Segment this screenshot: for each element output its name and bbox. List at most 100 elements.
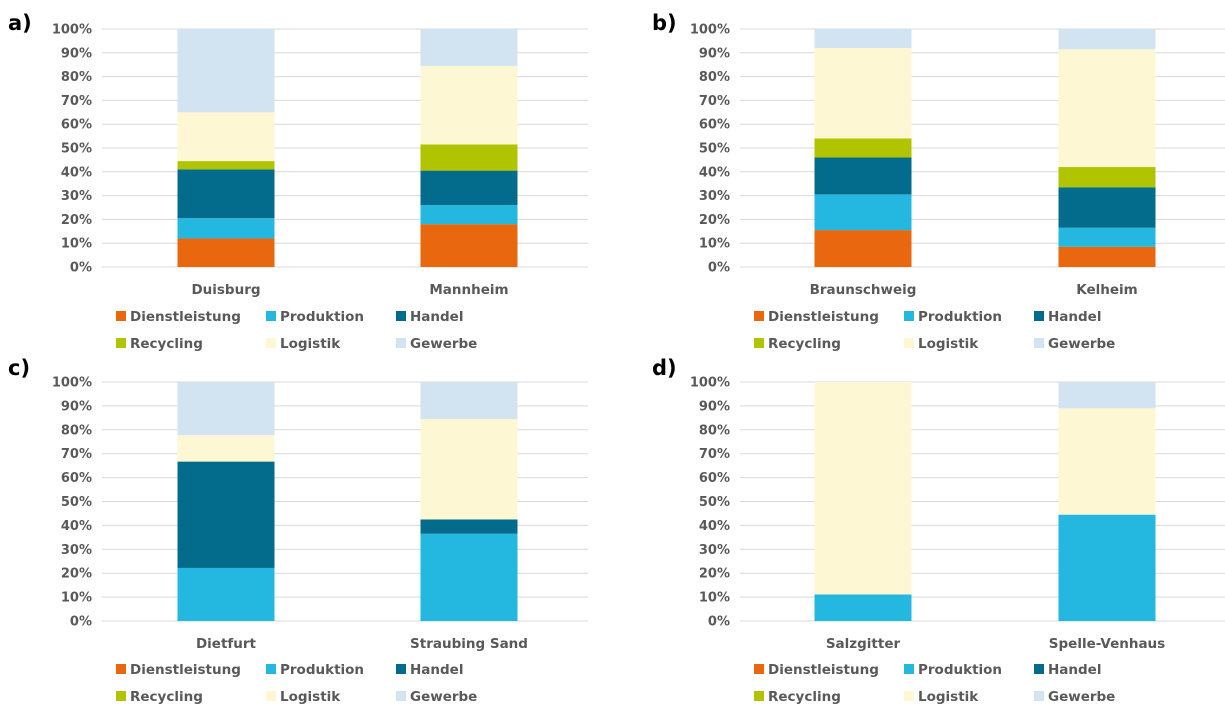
bar-segment-recycling bbox=[1058, 167, 1156, 188]
bar-segment-handel bbox=[177, 169, 275, 219]
y-tick-label: 0% bbox=[70, 615, 92, 630]
y-tick-label: 80% bbox=[699, 70, 730, 85]
legend-label-handel: Handel bbox=[410, 662, 463, 678]
legend-label-logistik: Logistik bbox=[918, 336, 979, 352]
y-tick-label: 20% bbox=[699, 213, 730, 228]
bar-segment-handel bbox=[814, 157, 912, 195]
bar-segment-recycling bbox=[420, 144, 518, 171]
legend-swatch-recycling bbox=[116, 691, 126, 701]
legend-swatch-gewerbe bbox=[1034, 338, 1044, 348]
y-tick-label: 100% bbox=[52, 23, 92, 38]
y-tick-label: 70% bbox=[61, 94, 92, 109]
panel-1: b) 0% 10% 20% 30% 40% 50% 60% 70% 80% 90% 100% Braun… bbox=[652, 11, 1225, 352]
y-tick-label: 90% bbox=[61, 399, 92, 414]
y-tick-label: 80% bbox=[699, 423, 730, 438]
x-tick-label: Dietfurt bbox=[196, 636, 257, 652]
legend-label-handel: Handel bbox=[410, 309, 463, 325]
y-tick-label: 50% bbox=[61, 495, 92, 510]
panel-label: b) bbox=[652, 11, 677, 35]
bar-segment-handel bbox=[420, 170, 518, 206]
bar-segment-logistik bbox=[420, 419, 518, 520]
bar-segment-produktion bbox=[814, 194, 912, 231]
legend-swatch-recycling bbox=[754, 691, 764, 701]
legend-swatch-handel bbox=[1034, 664, 1044, 674]
bar-segment-produktion bbox=[177, 218, 275, 239]
bar-segment-logistik bbox=[814, 48, 912, 139]
y-tick-label: 30% bbox=[699, 189, 730, 204]
bar-segment-gewerbe bbox=[177, 382, 275, 436]
legend-swatch-gewerbe bbox=[1034, 691, 1044, 701]
x-tick-label: Braunschweig bbox=[810, 282, 917, 298]
panel-label: a) bbox=[8, 11, 32, 35]
bar-segment-gewerbe bbox=[1058, 382, 1156, 409]
panel-2: c) 0% 10% 20% 30% 40% 50% 60% 70% 80% 90% 100% Dietf… bbox=[8, 356, 588, 705]
bar-segment-logistik bbox=[1058, 49, 1156, 168]
legend-label-gewerbe: Gewerbe bbox=[410, 689, 477, 705]
y-tick-label: 60% bbox=[699, 118, 730, 133]
legend-swatch-logistik bbox=[266, 338, 276, 348]
legend-label-dienstleistung: Dienstleistung bbox=[130, 309, 241, 325]
y-tick-label: 90% bbox=[61, 46, 92, 61]
x-tick-label: Kelheim bbox=[1076, 282, 1137, 298]
y-tick-label: 100% bbox=[690, 376, 730, 391]
y-tick-label: 20% bbox=[699, 567, 730, 582]
bar-segment-dienstleistung bbox=[420, 224, 518, 267]
y-tick-label: 50% bbox=[699, 495, 730, 510]
legend-swatch-handel bbox=[396, 311, 406, 321]
y-tick-label: 90% bbox=[699, 399, 730, 414]
legend-label-produktion: Produktion bbox=[918, 309, 1002, 325]
y-tick-label: 20% bbox=[61, 213, 92, 228]
legend-swatch-dienstleistung bbox=[116, 311, 126, 321]
bar-segment-produktion bbox=[177, 567, 275, 621]
legend-label-handel: Handel bbox=[1048, 662, 1101, 678]
bar-segment-gewerbe bbox=[177, 29, 275, 113]
x-tick-label: Duisburg bbox=[191, 282, 260, 298]
legend-label-handel: Handel bbox=[1048, 309, 1101, 325]
legend-swatch-logistik bbox=[266, 691, 276, 701]
bar-segment-gewerbe bbox=[814, 29, 912, 49]
legend-label-dienstleistung: Dienstleistung bbox=[768, 309, 879, 325]
legend-label-dienstleistung: Dienstleistung bbox=[130, 662, 241, 678]
y-tick-label: 10% bbox=[699, 591, 730, 606]
bar-segment-logistik bbox=[814, 382, 912, 595]
y-tick-label: 40% bbox=[61, 165, 92, 180]
y-tick-label: 90% bbox=[699, 46, 730, 61]
bar-segment-handel bbox=[177, 461, 275, 568]
y-tick-label: 0% bbox=[708, 261, 730, 276]
y-tick-label: 30% bbox=[61, 543, 92, 558]
panel-3: d) 0% 10% 20% 30% 40% 50% 60% 70% 80% 90% 100% Salzg… bbox=[652, 356, 1225, 705]
bar-segment-produktion bbox=[1058, 514, 1156, 621]
bar-segment-logistik bbox=[177, 435, 275, 462]
legend-swatch-dienstleistung bbox=[754, 311, 764, 321]
bar-segment-dienstleistung bbox=[1058, 246, 1156, 267]
x-tick-label: Salzgitter bbox=[826, 636, 901, 652]
y-tick-label: 40% bbox=[699, 165, 730, 180]
legend-label-produktion: Produktion bbox=[280, 309, 364, 325]
legend-label-gewerbe: Gewerbe bbox=[1048, 689, 1115, 705]
legend-label-recycling: Recycling bbox=[130, 689, 203, 705]
legend-swatch-handel bbox=[396, 664, 406, 674]
y-tick-label: 80% bbox=[61, 70, 92, 85]
y-tick-label: 80% bbox=[61, 423, 92, 438]
y-tick-label: 20% bbox=[61, 567, 92, 582]
y-tick-label: 30% bbox=[61, 189, 92, 204]
bar-segment-logistik bbox=[177, 112, 275, 162]
y-tick-label: 40% bbox=[61, 519, 92, 534]
y-tick-label: 60% bbox=[61, 471, 92, 486]
bar-segment-produktion bbox=[420, 533, 518, 621]
bar-segment-produktion bbox=[814, 594, 912, 621]
bar-segment-produktion bbox=[420, 205, 518, 225]
y-tick-label: 40% bbox=[699, 519, 730, 534]
bar-segment-dienstleistung bbox=[814, 230, 912, 267]
legend-label-gewerbe: Gewerbe bbox=[1048, 336, 1115, 352]
y-tick-label: 60% bbox=[61, 118, 92, 133]
bar-segment-logistik bbox=[420, 65, 518, 145]
legend-swatch-dienstleistung bbox=[754, 664, 764, 674]
y-tick-label: 0% bbox=[70, 261, 92, 276]
legend-swatch-produktion bbox=[904, 664, 914, 674]
legend-label-logistik: Logistik bbox=[280, 689, 341, 705]
y-tick-label: 60% bbox=[699, 471, 730, 486]
panel-0: a) 0% 10% 20% 30% 40% 50% 60% 70% 80% 90% 100% Duisb… bbox=[8, 11, 588, 352]
x-tick-label: Straubing Sand bbox=[410, 636, 528, 652]
